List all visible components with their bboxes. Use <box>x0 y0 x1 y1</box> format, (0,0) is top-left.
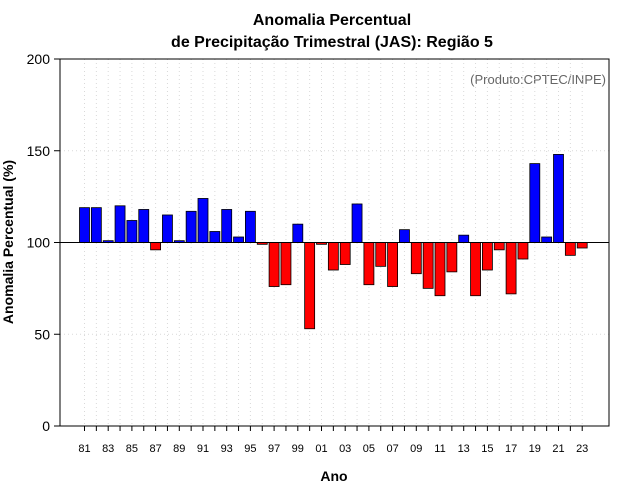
bar-2017 <box>505 242 517 295</box>
y-tick-label: 150 <box>27 143 51 159</box>
x-tick-label: 01 <box>315 443 327 455</box>
bar-2021 <box>553 154 564 243</box>
bar-1981 <box>79 207 90 243</box>
x-tick-label: 83 <box>102 443 114 455</box>
x-tick-label: 21 <box>552 443 564 455</box>
bar-1982 <box>90 207 102 243</box>
x-tick-label: 95 <box>244 443 256 455</box>
bar-2012 <box>446 242 458 273</box>
bar-series <box>79 154 588 330</box>
bar-2015 <box>481 242 493 271</box>
bar-1987 <box>150 242 162 251</box>
bar-2000 <box>304 242 316 330</box>
bar-1988 <box>162 214 173 243</box>
bar-2003 <box>339 242 351 265</box>
x-axis-label: Ano <box>320 468 347 484</box>
x-tick-label: 81 <box>78 443 90 455</box>
x-tick-label: 97 <box>268 443 280 455</box>
x-tick-label: 93 <box>221 443 233 455</box>
bar-2018 <box>517 242 529 260</box>
bar-2011 <box>434 242 446 297</box>
bar-1999 <box>292 223 304 243</box>
x-tick-label: 19 <box>529 443 541 455</box>
bar-2010 <box>422 242 434 289</box>
tick-labels: 0 50 100 150 200 81 83 85 87 89 91 93 95 97 99 01 03 05 07… <box>27 51 589 455</box>
bar-2004 <box>351 203 363 243</box>
bar-1992 <box>209 231 221 243</box>
bar-2013 <box>458 234 470 243</box>
bar-2005 <box>363 242 375 286</box>
bar-2007 <box>387 242 399 287</box>
x-tick-label: 17 <box>505 443 517 455</box>
y-tick-label: 100 <box>27 235 51 251</box>
y-axis-label: Anomalia Percentual (%) <box>0 160 16 324</box>
product-credit: (Produto:CPTEC/INPE) <box>470 72 606 87</box>
axes <box>59 58 610 427</box>
x-tick-label: 85 <box>126 443 138 455</box>
y-tick-label: 50 <box>34 326 50 342</box>
chart-title-line2: de Precipitação Trimestral (JAS): Região… <box>171 34 493 51</box>
bar-1995 <box>244 210 256 243</box>
x-tick-label: 15 <box>481 443 493 455</box>
x-tick-label: 87 <box>149 443 161 455</box>
x-tick-label: 23 <box>576 443 588 455</box>
x-tick-label: 99 <box>292 443 304 455</box>
bar-2014 <box>470 242 481 297</box>
bar-2006 <box>375 242 387 267</box>
bar-2022 <box>564 242 576 256</box>
bar-2023 <box>576 242 588 249</box>
bar-1998 <box>280 242 292 286</box>
x-tick-label: 07 <box>386 443 398 455</box>
x-tick-label: 91 <box>197 443 209 455</box>
x-tick-label: 05 <box>363 443 375 455</box>
bar-1990 <box>185 210 197 243</box>
bar-1994 <box>233 236 244 243</box>
chart-title-line1: Anomalia Percentual <box>253 12 411 29</box>
bar-2002 <box>327 242 339 271</box>
bar-2009 <box>410 242 422 275</box>
bar-1984 <box>114 205 126 243</box>
x-tick-label: 11 <box>434 443 445 455</box>
x-tick-label: 89 <box>173 443 185 455</box>
bar-1986 <box>138 209 150 243</box>
bar-2008 <box>399 229 410 243</box>
bar-2016 <box>493 242 505 251</box>
bar-1997 <box>268 242 280 287</box>
x-tick-label: 03 <box>339 443 351 455</box>
bar-1993 <box>221 209 233 243</box>
x-tick-label: 13 <box>458 443 470 455</box>
bar-2020 <box>541 236 553 243</box>
y-tick-label: 200 <box>27 51 51 67</box>
bar-1985 <box>126 220 138 243</box>
bar-2019 <box>529 163 541 243</box>
bar-1991 <box>197 198 209 243</box>
y-tick-label: 0 <box>42 418 50 434</box>
x-tick-label: 09 <box>410 443 422 455</box>
